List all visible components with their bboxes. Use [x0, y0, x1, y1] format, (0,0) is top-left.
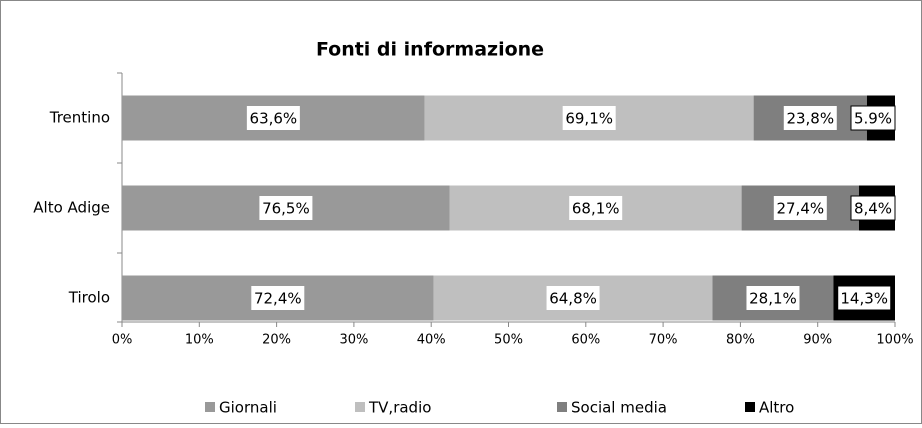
data-label-box	[746, 286, 800, 310]
data-label: 63,6%	[250, 110, 298, 128]
x-tick-label: 40%	[417, 333, 446, 348]
data-label: 64,8%	[549, 290, 597, 308]
data-label: 28,1%	[749, 290, 797, 308]
x-tick-label: 20%	[262, 333, 291, 348]
chart-title: Fonti di informazione	[316, 39, 544, 61]
data-label-box	[569, 196, 623, 220]
data-label-box	[773, 196, 827, 220]
data-label: 8,4%	[854, 200, 892, 218]
x-tick-label: 50%	[494, 333, 523, 348]
data-label-box	[259, 196, 313, 220]
data-label-box	[251, 286, 305, 310]
data-label: 72,4%	[254, 290, 302, 308]
x-tick-label: 60%	[571, 333, 600, 348]
legend-label: Giornali	[219, 399, 277, 417]
data-label-box	[562, 106, 616, 130]
data-label-box	[837, 285, 892, 311]
data-label-box	[850, 105, 896, 131]
category-label: Tirolo	[68, 289, 110, 307]
data-label: 14,3%	[840, 290, 888, 308]
x-tick-label: 90%	[803, 333, 832, 348]
data-label: 5.9%	[854, 110, 892, 128]
category-label: Alto Adige	[33, 199, 110, 217]
legend-swatch	[745, 402, 755, 412]
legend-label: Altro	[759, 399, 794, 417]
data-label: 76,5%	[262, 200, 310, 218]
x-tick-label: 100%	[876, 333, 913, 348]
data-label: 69,1%	[565, 110, 613, 128]
category-label: Trentino	[49, 109, 110, 127]
data-label: 27,4%	[776, 200, 824, 218]
legend-swatch	[205, 402, 215, 412]
x-tick-label: 0%	[112, 333, 133, 348]
data-label-box	[546, 286, 600, 310]
x-tick-label: 70%	[649, 333, 678, 348]
legend-swatch	[355, 402, 365, 412]
data-label-box	[246, 106, 300, 130]
x-tick-label: 10%	[185, 333, 214, 348]
data-label-box	[783, 106, 837, 130]
x-tick-label: 80%	[726, 333, 755, 348]
x-tick-label: 30%	[339, 333, 368, 348]
data-label-box	[850, 195, 896, 221]
legend-label: Social media	[571, 399, 667, 417]
legend-swatch	[557, 402, 567, 412]
legend-label: TV,radio	[368, 399, 431, 417]
data-label: 68,1%	[572, 200, 620, 218]
data-label: 23,8%	[786, 110, 834, 128]
